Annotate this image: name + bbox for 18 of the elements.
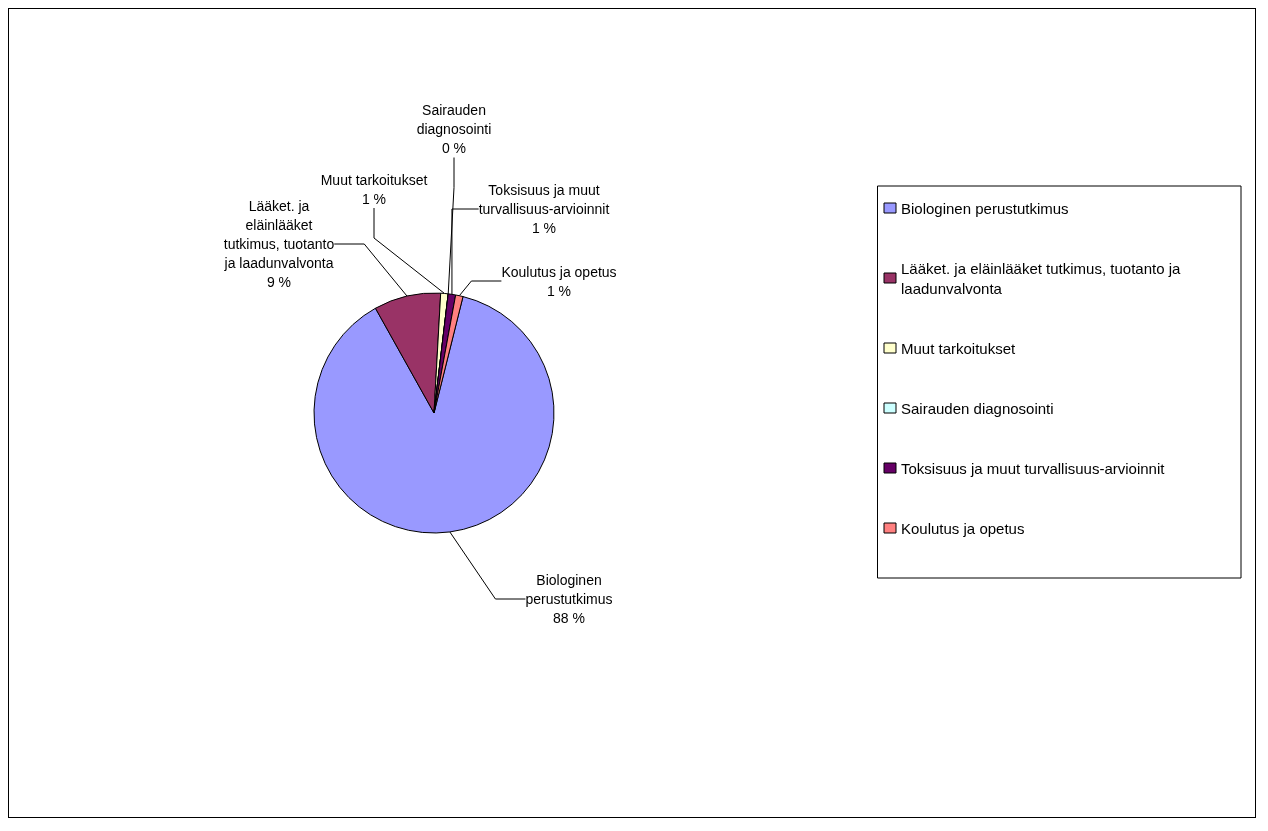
legend-label: Muut tarkoitukset xyxy=(901,339,1017,357)
text: 0 % xyxy=(441,140,467,156)
legend-label: Sairauden diagnosointi xyxy=(901,399,1054,417)
data-label: 1 % xyxy=(531,220,557,236)
slice-label: Toksisuus ja muut turvallisuus-arvioinnit xyxy=(478,182,610,217)
data-label: 1 % xyxy=(546,282,572,299)
legend-label: Lääket. ja eläinlääket tutkimus, tuotanto ja laadunvalvonta xyxy=(901,259,1185,297)
slice-label: Lääket. ja eläinlääket tutkimus, tuotanto ja laadunvalvonta xyxy=(223,198,335,271)
data-label: 88 % xyxy=(553,610,585,626)
slice-label: Muut tarkoitukset xyxy=(320,171,428,188)
legend-label: Koulutus ja opetus xyxy=(901,519,1025,537)
category-label: Sairauden diagnosointi xyxy=(416,102,492,137)
slice-label: Koulutus ja opetus xyxy=(501,263,617,280)
legend-label: Toksisuus ja muut turvallisuus-arvioinnit xyxy=(901,459,1166,477)
data-label: 9 % xyxy=(266,274,292,290)
data-label: 1 % xyxy=(361,190,387,207)
legend-label: Biologinen perustutkimus xyxy=(901,199,1069,217)
slice-label: Biologinen perustutkimus xyxy=(525,572,613,607)
